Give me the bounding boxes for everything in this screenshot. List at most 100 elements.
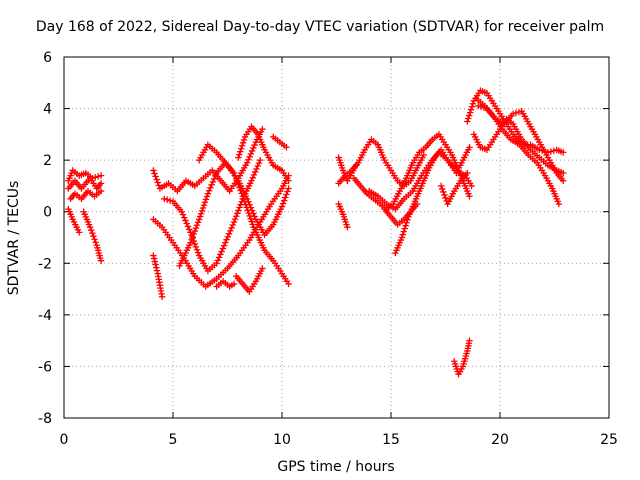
- data-point: [97, 257, 105, 264]
- data-point: [512, 109, 520, 117]
- data-point: [188, 236, 195, 243]
- data-point: [198, 207, 206, 215]
- data-point: [153, 267, 161, 274]
- data-point: [282, 194, 289, 201]
- x-axis-label: GPS time / hours: [277, 459, 394, 475]
- data-point: [220, 242, 228, 249]
- data-point: [466, 193, 473, 200]
- data-point: [560, 169, 567, 177]
- data-point: [192, 224, 200, 232]
- y-tick-label: 2: [43, 153, 52, 169]
- data-point: [398, 234, 406, 241]
- data-point: [279, 200, 287, 207]
- data-point: [235, 154, 242, 161]
- x-tick-label: 15: [382, 432, 400, 448]
- data-point: [233, 213, 240, 220]
- series-track-22: [381, 200, 421, 228]
- data-point: [560, 177, 567, 184]
- y-tick-label: -4: [38, 308, 52, 324]
- data-point: [442, 194, 449, 202]
- data-point: [203, 193, 211, 200]
- series-track-23: [437, 169, 471, 208]
- data-point: [238, 145, 245, 152]
- data-point: [257, 156, 264, 164]
- data-point: [192, 243, 200, 251]
- data-point: [248, 207, 256, 214]
- data-point: [240, 136, 248, 144]
- y-tick-label: -6: [38, 359, 52, 375]
- series-track-28: [472, 95, 563, 208]
- y-tick-label: -8: [38, 411, 52, 427]
- data-point: [218, 248, 225, 255]
- data-point: [193, 222, 201, 229]
- data-point: [153, 264, 160, 271]
- data-point: [229, 221, 236, 229]
- data-point: [161, 195, 168, 203]
- data-point: [178, 208, 185, 215]
- data-point: [248, 218, 255, 225]
- y-axis-label: SDTVAR / TECUs: [6, 181, 22, 296]
- data-point: [468, 103, 476, 110]
- data-point: [465, 115, 472, 122]
- data-point: [245, 198, 252, 205]
- series-track-24: [451, 337, 473, 378]
- data-point: [97, 187, 105, 195]
- data-point: [237, 148, 244, 155]
- data-point: [191, 240, 198, 248]
- data-point: [199, 204, 207, 212]
- data-point: [439, 185, 446, 193]
- data-point: [234, 210, 241, 217]
- data-point: [253, 165, 260, 173]
- data-point: [228, 224, 235, 232]
- data-point: [187, 229, 194, 236]
- data-point: [420, 151, 427, 159]
- data-point: [191, 227, 198, 235]
- data-point: [212, 172, 219, 180]
- data-point: [222, 239, 229, 246]
- data-point: [250, 171, 258, 179]
- series-track-13: [235, 123, 292, 184]
- data-point: [217, 251, 224, 258]
- data-point: [285, 177, 292, 184]
- data-point: [247, 150, 255, 158]
- data-point: [195, 216, 203, 223]
- data-point: [248, 147, 256, 155]
- y-tick-label: 0: [43, 205, 52, 221]
- data-point: [259, 126, 266, 133]
- data-point: [250, 210, 257, 217]
- data-point: [236, 204, 243, 211]
- data-point: [238, 142, 246, 149]
- data-point: [251, 213, 258, 220]
- data-point: [213, 260, 220, 267]
- data-point: [477, 103, 485, 111]
- series-track-03: [67, 187, 105, 203]
- data-point: [440, 188, 447, 196]
- data-point: [219, 245, 227, 252]
- data-point: [247, 215, 254, 222]
- data-point: [152, 173, 159, 180]
- data-point: [179, 211, 187, 218]
- data-point: [437, 182, 445, 190]
- data-point: [194, 219, 202, 226]
- data-point: [243, 195, 251, 203]
- data-point: [259, 265, 266, 272]
- data-point: [166, 197, 174, 204]
- data-point: [155, 182, 163, 189]
- chart-title: Day 168 of 2022, Sidereal Day-to-day VTE…: [35, 19, 605, 35]
- data-point: [91, 236, 98, 243]
- data-point: [76, 229, 83, 236]
- series-track-14: [233, 265, 266, 295]
- data-point: [185, 226, 193, 233]
- data-point: [202, 196, 210, 203]
- data-point: [214, 257, 222, 264]
- data-point: [441, 191, 448, 199]
- data-point: [207, 184, 214, 191]
- series-track-04: [65, 205, 83, 236]
- data-point: [401, 225, 408, 232]
- data-point: [196, 213, 204, 220]
- data-point: [86, 223, 94, 231]
- data-point: [464, 118, 471, 125]
- data-point: [163, 196, 171, 203]
- data-point: [400, 228, 407, 235]
